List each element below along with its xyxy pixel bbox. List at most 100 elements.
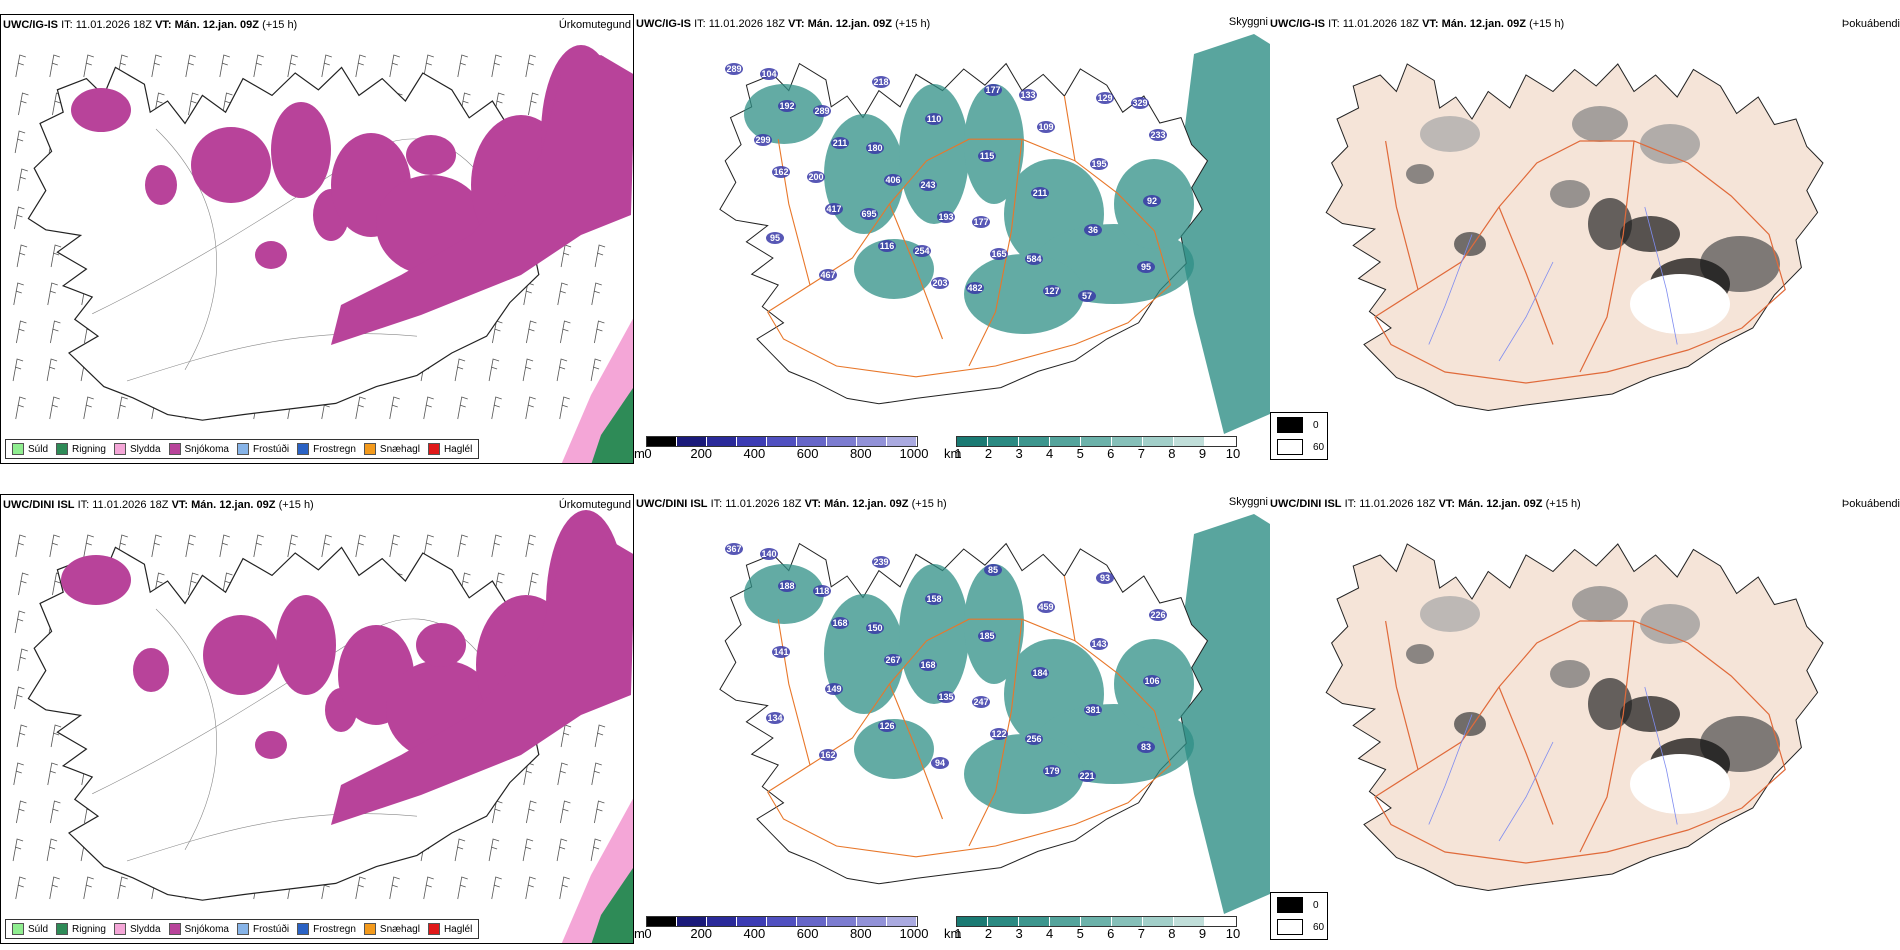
elevation-patch	[1096, 572, 1114, 584]
elevation-patch	[866, 142, 884, 154]
elevation-patch	[1043, 765, 1061, 777]
legend-item: Súld	[12, 923, 48, 935]
fog-map	[1325, 543, 1824, 892]
legend-label: Snjókoma	[184, 923, 229, 935]
fog-legend: 0 60	[1270, 892, 1328, 940]
elevation-label: 135	[938, 692, 953, 702]
elevation-label: 289	[814, 106, 829, 116]
elevation-patch	[725, 63, 743, 75]
colorbar-tick: 400	[743, 446, 766, 461]
legend-label: Frostúði	[252, 923, 290, 935]
elevation-label: 95	[1141, 262, 1151, 272]
clear-area	[1630, 754, 1730, 814]
elevation-patch	[1037, 121, 1055, 133]
elevation-label: 188	[779, 581, 794, 591]
low-visibility-areas	[744, 564, 1194, 814]
legend-swatch	[297, 443, 310, 455]
legend-swatch	[12, 443, 24, 455]
precip-map-panel-row2: UWC/DINI ISL IT: 11.01.2026 18Z VT: Mán.…	[0, 494, 634, 944]
elevation-patch	[760, 548, 778, 560]
fog-legend-swatch	[1277, 417, 1303, 433]
elevation-label: 200	[808, 172, 823, 182]
fog-legend-swatch	[1277, 919, 1303, 935]
elevation-label: 193	[938, 212, 953, 222]
elevation-patch	[766, 712, 784, 724]
colorbar-swatch	[887, 437, 917, 446]
legend-swatch	[427, 923, 440, 935]
legend-swatch	[297, 923, 310, 935]
elevation-patch	[1078, 770, 1096, 782]
elevation-label: 150	[867, 623, 882, 633]
colorbar-tick: 3	[1015, 926, 1023, 941]
fog-index-shading	[1406, 586, 1780, 790]
legend-label: Súld	[28, 923, 49, 935]
colorbar-swatches	[646, 916, 918, 927]
elevation-patch	[813, 585, 831, 597]
elevation-label: 177	[985, 85, 1000, 95]
snow-band	[331, 55, 633, 345]
colorbar-swatch	[707, 917, 737, 926]
colorbar-tick: 6	[1107, 446, 1115, 461]
elevation-label: 115	[980, 151, 995, 161]
elevation-colorbar: m 0 200 400 600 800 1000	[634, 436, 944, 462]
elevation-label: 467	[820, 270, 835, 280]
elevation-label: 134	[767, 713, 782, 723]
colorbar-swatches	[646, 436, 918, 447]
elevation-patch	[766, 232, 784, 244]
elevation-label: 254	[914, 246, 929, 256]
elevation-patch	[1031, 187, 1049, 199]
colorbar-swatch	[1081, 437, 1112, 446]
elevation-patch	[1143, 675, 1161, 687]
elevation-label: 179	[1044, 766, 1059, 776]
elevation-label: 109	[1038, 122, 1053, 132]
elevation-label: 247	[973, 697, 988, 707]
panel-title: Þokuábendi	[1841, 18, 1900, 30]
elevation-label: 116	[880, 241, 895, 251]
colorbar-swatch	[988, 917, 1019, 926]
legend-item: Frostúði	[236, 923, 290, 935]
legend-item: Snjókoma	[168, 443, 229, 455]
colorbar-tick: 2	[984, 446, 993, 461]
colorbar-unit: km	[944, 446, 962, 461]
elevation-label: 94	[935, 758, 945, 768]
colorbar-swatch	[887, 917, 917, 926]
fog-legend-value: 0	[1313, 899, 1319, 911]
legend-swatch	[113, 443, 126, 455]
colorbar-swatch	[1019, 917, 1050, 926]
colorbar-swatch	[827, 437, 857, 446]
panel-title: Úrkomutegund	[558, 499, 631, 511]
elevation-label: 57	[1082, 291, 1092, 301]
fog-legend-row: 0	[1277, 417, 1319, 433]
elevation-label: 83	[1141, 742, 1151, 752]
elevation-label: 143	[1091, 639, 1106, 649]
elevation-label: 140	[761, 549, 776, 559]
elevation-patch	[884, 654, 902, 666]
legend-label: Snæhagl	[379, 443, 420, 455]
colorbar-tick: 800	[849, 446, 872, 461]
elevation-patch	[772, 646, 790, 658]
fog-map	[1325, 63, 1824, 412]
low-visibility-area	[1174, 514, 1270, 914]
panel-header: UWC/IG-IS IT: 11.01.2026 18Z VT: Mán. 12…	[636, 18, 931, 30]
colorbar-tick: 7	[1137, 446, 1145, 461]
elevation-patch	[937, 211, 955, 223]
elevation-patch	[872, 76, 890, 88]
cloud-map: 289 192 211 406 193 165 127 129 233 162 417 116 203 1…	[719, 34, 1270, 434]
legend-item: Slydda	[113, 443, 161, 455]
elevation-patch	[972, 216, 990, 228]
legend-item: Snjókoma	[168, 923, 229, 935]
river-network	[1428, 206, 1678, 362]
elevation-patch	[860, 208, 878, 220]
elevation-patch	[984, 564, 1002, 576]
legend-item: Snæhagl	[363, 923, 420, 935]
panel-title: Skyggni	[1228, 496, 1268, 508]
fog-map-panel-row2: UWC/DINI ISL IT: 11.01.2026 18Z VT: Mán.…	[1270, 494, 1900, 944]
elevation-label: 299	[755, 135, 770, 145]
elevation-patch	[919, 179, 937, 191]
panel-title: Úrkomutegund	[558, 19, 631, 31]
elevation-label: 329	[1132, 98, 1147, 108]
elevation-patch	[778, 100, 796, 112]
fog-legend-row: 60	[1277, 439, 1324, 455]
elevation-label: 211	[1033, 188, 1048, 198]
fog-map-panel-row1: UWC/IG-IS IT: 11.01.2026 18Z VT: Mán. 12…	[1270, 14, 1900, 464]
